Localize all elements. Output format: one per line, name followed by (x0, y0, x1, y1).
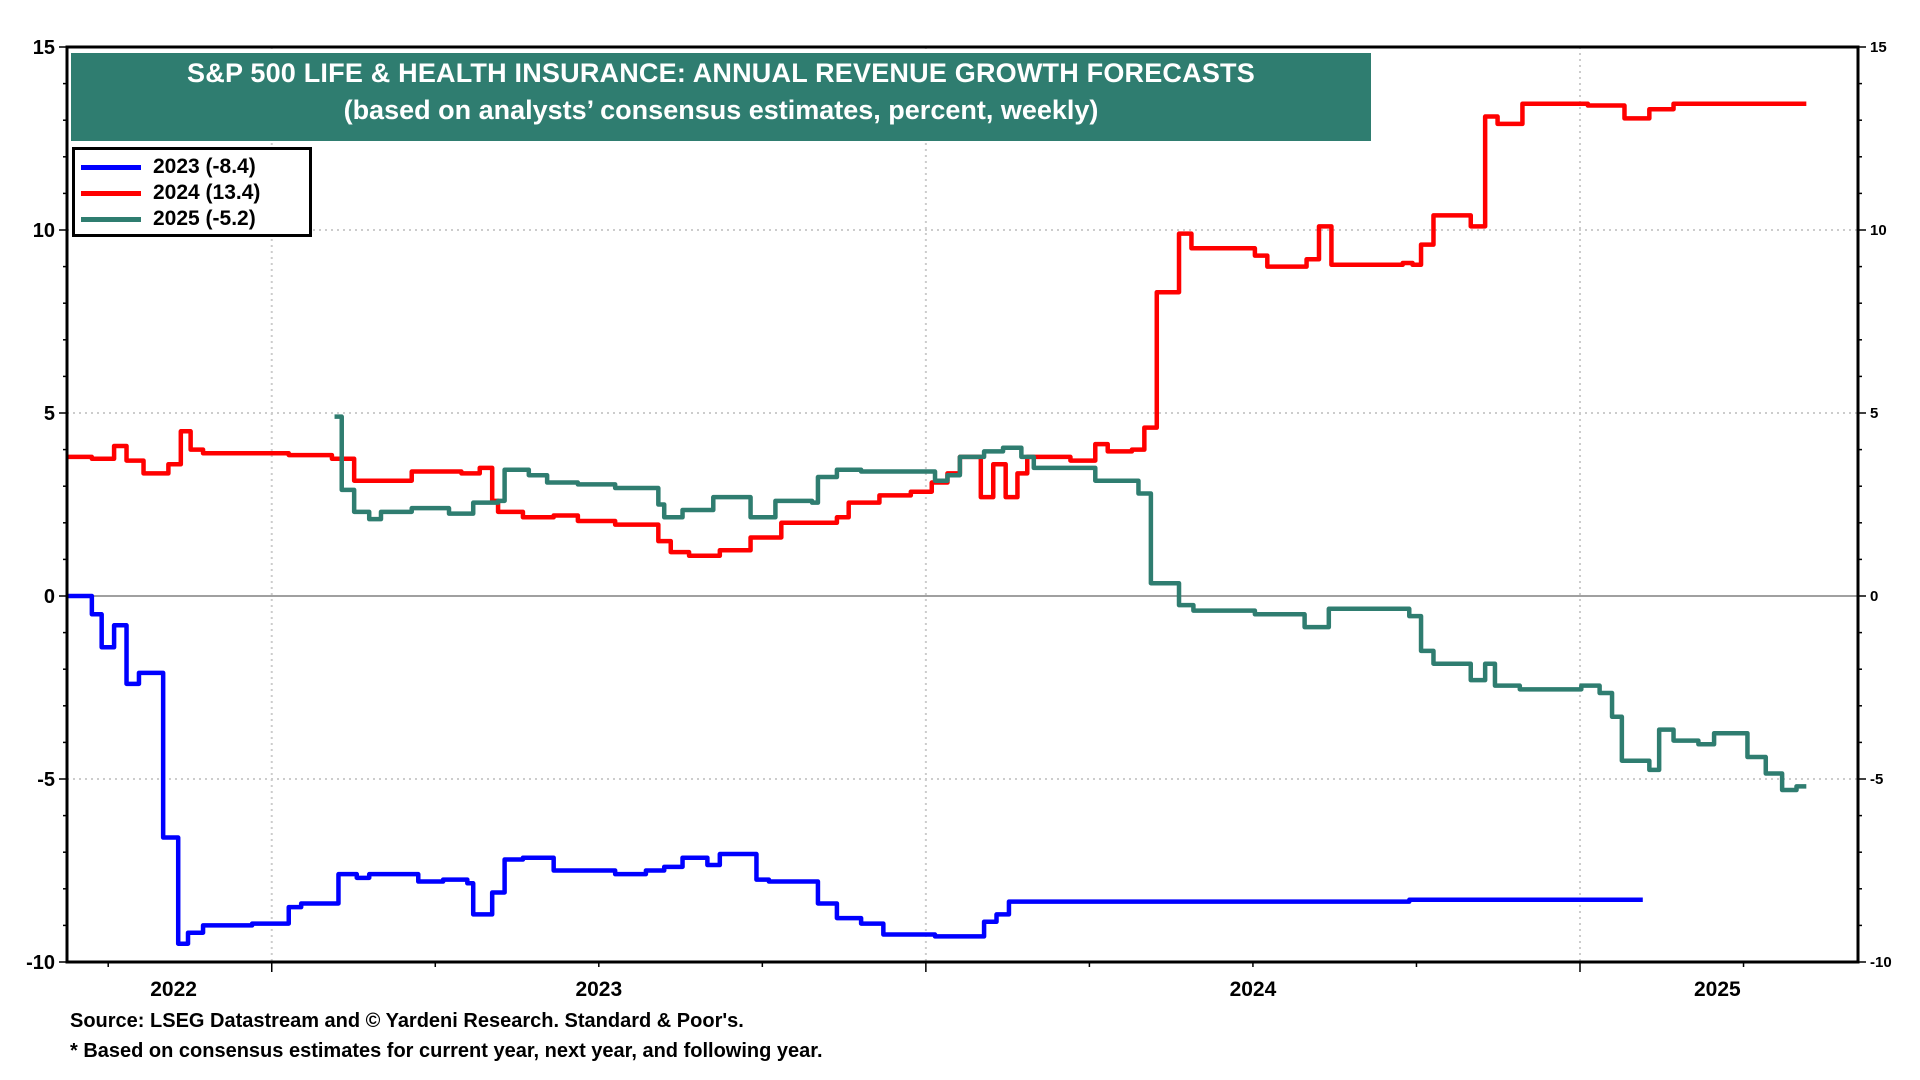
chart-title: S&P 500 LIFE & HEALTH INSURANCE: ANNUAL … (187, 58, 1255, 88)
y-tick-label-left: 10 (33, 220, 55, 242)
x-tick-label: 2024 (1230, 978, 1277, 1001)
legend-item-2023: 2023 (-8.4) (81, 154, 303, 180)
x-tick-label: 2025 (1694, 978, 1741, 1001)
legend-label-2024: 2024 (13.4) (153, 181, 261, 204)
y-tick-label-right: 0 (1870, 588, 1878, 605)
series-lines (67, 101, 1807, 946)
legend-swatch-2024 (81, 190, 141, 196)
legend-item-2024: 2024 (13.4) (81, 180, 303, 206)
legend-swatch-2025 (81, 216, 141, 222)
y-tick-label-left: 5 (44, 403, 55, 425)
series-line-2025 (334, 414, 1807, 793)
y-tick-label-right: 5 (1870, 405, 1878, 422)
legend-swatch-2023 (81, 164, 141, 170)
y-tick-label-right: 10 (1870, 222, 1887, 239)
y-tick-label-left: 0 (44, 586, 55, 608)
legend-label-2025: 2025 (-5.2) (153, 207, 256, 230)
source-note: Source: LSEG Datastream and © Yardeni Re… (70, 1010, 744, 1032)
grid-lines (67, 47, 1858, 962)
series-line-2023 (67, 593, 1643, 946)
chart-subtitle: (based on analysts’ consensus estimates,… (343, 95, 1099, 125)
y-tick-label-left: 15 (33, 37, 55, 59)
x-tick-label: 2023 (575, 978, 622, 1001)
x-tick-label: 2022 (150, 978, 197, 1001)
legend-label-2023: 2023 (-8.4) (153, 155, 256, 178)
legend-item-2025: 2025 (-5.2) (81, 206, 303, 232)
y-tick-label-left: -5 (37, 769, 55, 791)
chart-title-box: S&P 500 LIFE & HEALTH INSURANCE: ANNUAL … (71, 53, 1371, 141)
series-line-2024 (67, 101, 1807, 558)
y-tick-label-right: 15 (1870, 39, 1887, 56)
axis-labels: -10 -10 -5 -5 0 0 5 5 10 10 15 15 2022 2023 2024 2025 (26, 37, 1892, 1001)
footnote: * Based on consensus estimates for curre… (70, 1040, 823, 1062)
legend: 2023 (-8.4) 2024 (13.4) 2025 (-5.2) (72, 147, 312, 237)
axes (59, 45, 1866, 972)
plot-frame (65, 45, 1860, 964)
y-tick-label-right: -5 (1870, 771, 1883, 788)
y-tick-label-left: -10 (26, 952, 55, 974)
y-tick-label-right: -10 (1870, 954, 1892, 971)
